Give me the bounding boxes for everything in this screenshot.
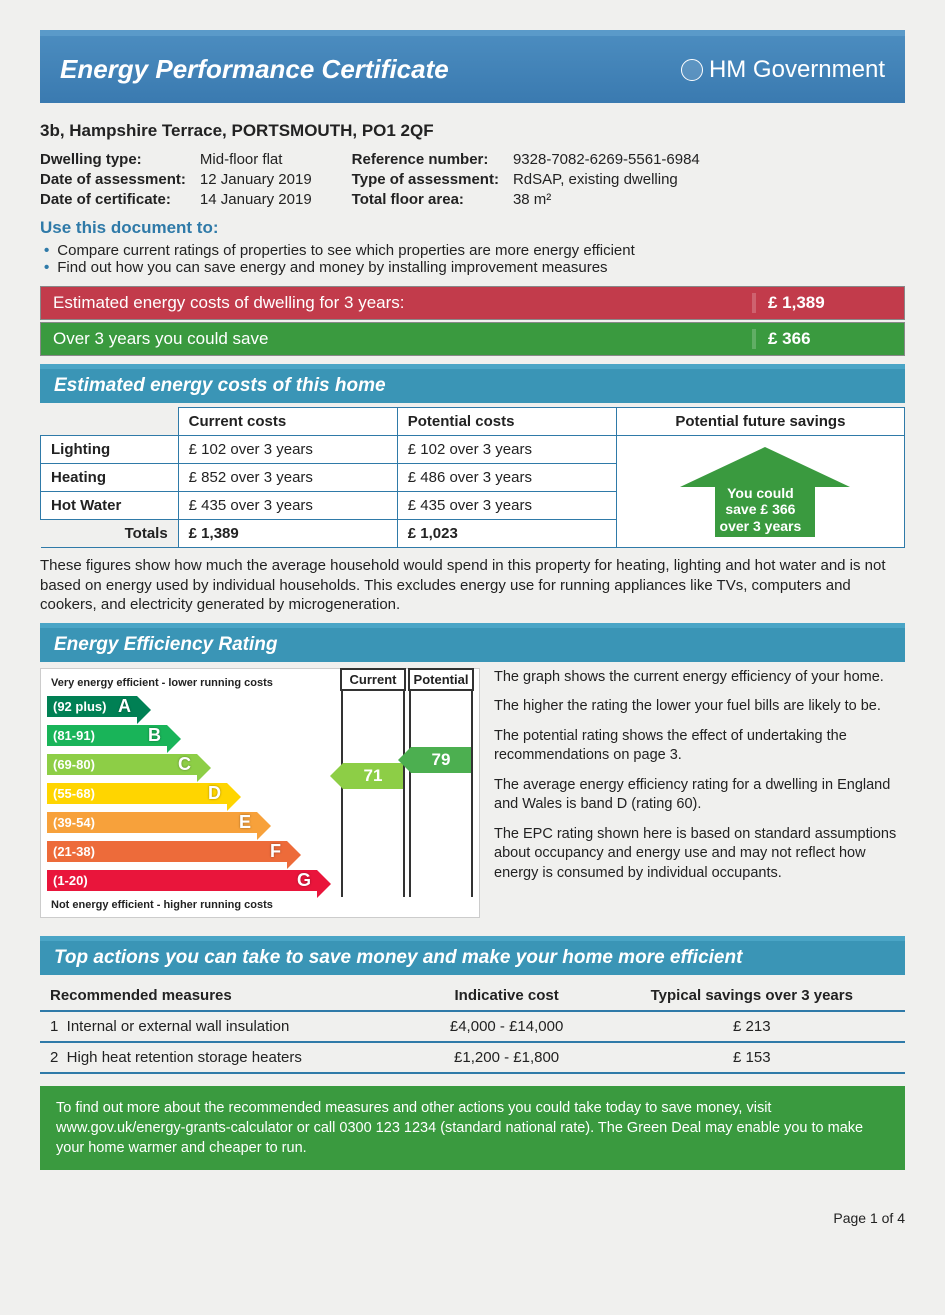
actions-h2: Indicative cost (415, 981, 599, 1011)
gov-logo: HM Government (681, 56, 885, 84)
action-row-savings: £ 213 (599, 1011, 905, 1042)
rating-band-c: (69-80)C (47, 754, 197, 775)
use-bullet-2: Find out how you can save energy and mon… (44, 259, 905, 276)
costs-header-future: Potential future savings (616, 408, 904, 436)
assessment-type-value: RdSAP, existing dwelling (513, 171, 700, 188)
rating-band-e: (39-54)E (47, 812, 257, 833)
rating-p1: The graph shows the current energy effic… (494, 668, 905, 688)
gov-text: HM Government (709, 56, 885, 84)
dwelling-label: Dwelling type: (40, 151, 186, 168)
use-title: Use this document to: (40, 218, 905, 238)
assessment-date-label: Date of assessment: (40, 171, 186, 188)
certificate-date-value: 14 January 2019 (200, 191, 312, 208)
assessment-date-value: 12 January 2019 (200, 171, 312, 188)
current-pointer: 71#ptr-cur::before{border-right:13px sol… (343, 763, 403, 789)
property-address: 3b, Hampshire Terrace, PORTSMOUTH, PO1 2… (40, 121, 905, 141)
potential-pointer: 79#ptr-pot::before{border-right:13px sol… (411, 747, 471, 773)
page-number: Page 1 of 4 (40, 1210, 905, 1226)
potential-column (409, 691, 473, 897)
totals-potential: £ 1,023 (397, 520, 616, 548)
costs-header-potential: Potential costs (397, 408, 616, 436)
action-row-cost: £4,000 - £14,000 (415, 1011, 599, 1042)
rating-chart: Current Potential Very energy efficient … (40, 668, 480, 918)
cost-row-potential: £ 102 over 3 years (397, 436, 616, 464)
rating-p2: The higher the rating the lower your fue… (494, 697, 905, 717)
reference-value: 9328-7082-6269-5561-6984 (513, 151, 700, 168)
save-bar: Over 3 years you could save £ 366 (40, 322, 905, 356)
save-bar-value: £ 366 (752, 329, 892, 349)
cost-row-current: £ 852 over 3 years (178, 464, 397, 492)
action-row-savings: £ 153 (599, 1042, 905, 1073)
assessment-type-label: Type of assessment: (352, 171, 499, 188)
footer-info: To find out more about the recommended m… (40, 1086, 905, 1171)
doc-title: Energy Performance Certificate (60, 54, 449, 85)
action-row-name: 2 High heat retention storage heaters (40, 1042, 415, 1073)
meta-block: Dwelling type: Mid-floor flat Date of ass… (40, 151, 905, 208)
cost-row-name: Hot Water (41, 492, 179, 520)
totals-label: Totals (41, 520, 179, 548)
cost-bar: Estimated energy costs of dwelling for 3… (40, 286, 905, 320)
rating-band-g: (1-20)G (47, 870, 317, 891)
cost-row-name: Lighting (41, 436, 179, 464)
rating-band-b: (81-91)B (47, 725, 167, 746)
rating-band-a: (92 plus)A (47, 696, 137, 717)
rating-wrap: Current Potential Very energy efficient … (40, 668, 905, 918)
crown-icon (681, 59, 703, 81)
costs-table: Current costs Potential costs Potential … (40, 407, 905, 548)
rating-p4: The average energy efficiency rating for… (494, 776, 905, 815)
cost-row-potential: £ 435 over 3 years (397, 492, 616, 520)
costs-section-title: Estimated energy costs of this home (40, 364, 905, 403)
rating-band-f: (21-38)F (47, 841, 287, 862)
cost-row-current: £ 435 over 3 years (178, 492, 397, 520)
actions-h1: Recommended measures (40, 981, 415, 1011)
actions-h3: Typical savings over 3 years (599, 981, 905, 1011)
use-bullets: Compare current ratings of properties to… (44, 242, 905, 276)
costs-header-current: Current costs (178, 408, 397, 436)
actions-section-title: Top actions you can take to save money a… (40, 936, 905, 975)
actions-table: Recommended measures Indicative cost Typ… (40, 981, 905, 1074)
rating-p3: The potential rating shows the effect of… (494, 727, 905, 766)
action-row-name: 1 Internal or external wall insulation (40, 1011, 415, 1042)
cost-bar-label: Estimated energy costs of dwelling for 3… (53, 293, 405, 313)
cost-row-name: Heating (41, 464, 179, 492)
reference-label: Reference number: (352, 151, 499, 168)
save-bar-label: Over 3 years you could save (53, 329, 268, 349)
savings-arrow: You couldsave £ 366over 3 years (680, 447, 840, 537)
rating-text: The graph shows the current energy effic… (494, 668, 905, 918)
cost-row-current: £ 102 over 3 years (178, 436, 397, 464)
totals-current: £ 1,389 (178, 520, 397, 548)
savings-arrow-cell: You couldsave £ 366over 3 years (616, 436, 904, 548)
dwelling-value: Mid-floor flat (200, 151, 312, 168)
rating-band-d: (55-68)D (47, 783, 227, 804)
certificate-date-label: Date of certificate: (40, 191, 186, 208)
col-header-potential: Potential (408, 668, 474, 691)
floor-area-label: Total floor area: (352, 191, 499, 208)
rating-section-title: Energy Efficiency Rating (40, 623, 905, 662)
action-row-cost: £1,200 - £1,800 (415, 1042, 599, 1073)
col-header-current: Current (340, 668, 406, 691)
cost-bar-value: £ 1,389 (752, 293, 892, 313)
chart-bottom-note: Not energy efficient - higher running co… (51, 899, 479, 911)
cost-row-potential: £ 486 over 3 years (397, 464, 616, 492)
costs-note: These figures show how much the average … (40, 556, 905, 615)
rating-p5: The EPC rating shown here is based on st… (494, 825, 905, 884)
meta-right: Reference number: 9328-7082-6269-5561-698… (352, 151, 700, 208)
meta-left: Dwelling type: Mid-floor flat Date of ass… (40, 151, 312, 208)
floor-area-value: 38 m² (513, 191, 700, 208)
use-bullet-1: Compare current ratings of properties to… (44, 242, 905, 259)
current-column (341, 691, 405, 897)
header-bar: Energy Performance Certificate HM Govern… (40, 30, 905, 103)
